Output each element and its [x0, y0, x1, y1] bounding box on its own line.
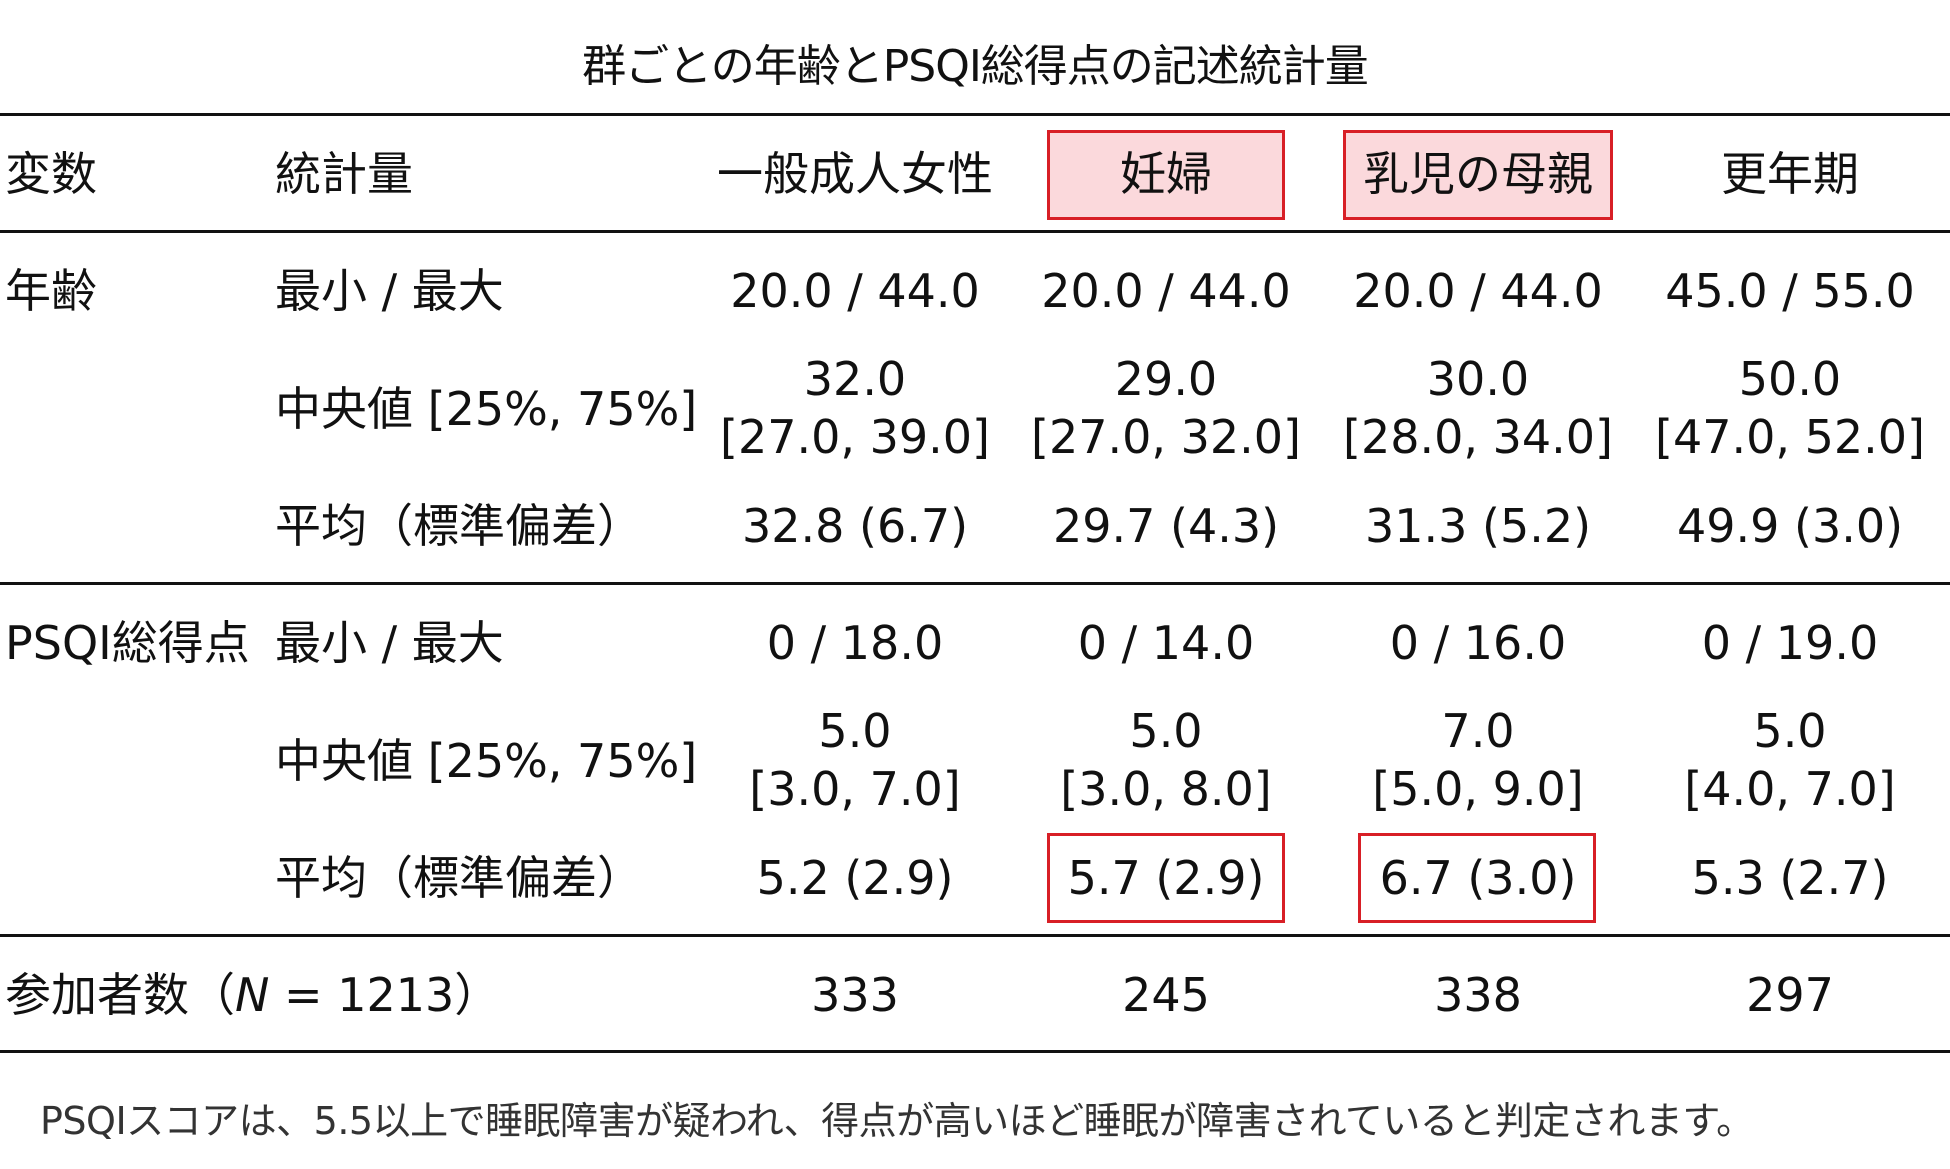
top-rule [0, 113, 1950, 116]
psqi-iqr-pregnant: [3.0, 8.0] [1060, 762, 1272, 816]
psqi-median-general: 5.0 [818, 704, 892, 758]
age-median-menopause: 50.0 [1738, 352, 1842, 406]
table-title: 群ごとの年齢とPSQI総得点の記述統計量 [582, 41, 1369, 92]
participants-general: 333 [811, 968, 899, 1022]
age-minmax-menopause: 45.0 / 55.0 [1665, 264, 1915, 318]
psqi-section-rule [0, 934, 1950, 937]
age-median-general: 32.0 [803, 352, 907, 406]
highlight-header-pregnant [1047, 130, 1285, 220]
participants-mothers: 338 [1434, 968, 1522, 1022]
participants-menopause: 297 [1746, 968, 1834, 1022]
psqi-minmax-mothers: 0 / 16.0 [1389, 616, 1567, 670]
header-group-mothers: 乳児の母親 [1363, 147, 1593, 201]
header-group-general: 一般成人女性 [717, 147, 993, 201]
psqi-mean-label: 平均（標準偏差） [275, 851, 643, 905]
psqi-mean-general: 5.2 (2.9) [756, 851, 954, 905]
header-stat: 統計量 [275, 147, 413, 201]
psqi-iqr-mothers: [5.0, 9.0] [1372, 762, 1584, 816]
age-iqr-general: [27.0, 39.0] [720, 410, 990, 464]
age-minmax-pregnant: 20.0 / 44.0 [1041, 264, 1291, 318]
psqi-minmax-pregnant: 0 / 14.0 [1077, 616, 1255, 670]
bottom-rule [0, 1050, 1950, 1053]
age-iqr-mothers: [28.0, 34.0] [1343, 410, 1613, 464]
age-section-rule [0, 582, 1950, 585]
age-mean-label: 平均（標準偏差） [275, 499, 643, 553]
participants-label: 参加者数（N = 1213） [5, 966, 500, 1024]
age-mean-menopause: 49.9 (3.0) [1676, 499, 1904, 553]
age-minmax-mothers: 20.0 / 44.0 [1353, 264, 1603, 318]
participants-label-n: N [235, 968, 270, 1022]
header-group-menopause: 更年期 [1721, 147, 1859, 201]
age-median-label: 中央値 [25%, 75%] [275, 382, 698, 436]
age-mean-mothers: 31.3 (5.2) [1364, 499, 1592, 553]
age-minmax-label: 最小 / 最大 [275, 264, 504, 318]
age-mean-general: 32.8 (6.7) [741, 499, 969, 553]
psqi-minmax-menopause: 0 / 19.0 [1701, 616, 1879, 670]
psqi-label: PSQI総得点 [5, 616, 250, 670]
highlight-psqi-mean-mothers [1358, 833, 1596, 923]
psqi-minmax-label: 最小 / 最大 [275, 616, 504, 670]
psqi-median-label: 中央値 [25%, 75%] [275, 734, 698, 788]
psqi-mean-mothers: 6.7 (3.0) [1379, 851, 1577, 905]
highlight-header-mothers [1343, 130, 1613, 220]
age-minmax-general: 20.0 / 44.0 [730, 264, 980, 318]
participants-label-suffix: = 1213） [269, 968, 501, 1022]
psqi-iqr-menopause: [4.0, 7.0] [1684, 762, 1896, 816]
psqi-median-pregnant: 5.0 [1129, 704, 1203, 758]
psqi-iqr-general: [3.0, 7.0] [749, 762, 961, 816]
age-mean-pregnant: 29.7 (4.3) [1052, 499, 1280, 553]
header-rule [0, 230, 1950, 233]
psqi-mean-menopause: 5.3 (2.7) [1691, 851, 1889, 905]
psqi-median-mothers: 7.0 [1441, 704, 1515, 758]
header-group-pregnant: 妊婦 [1120, 147, 1212, 201]
psqi-minmax-general: 0 / 18.0 [766, 616, 944, 670]
footnote: PSQIスコアは、5.5以上で睡眠障害が疑われ、得点が高いほど睡眠が障害されてい… [40, 1099, 1754, 1143]
header-variable: 変数 [5, 147, 97, 201]
age-median-mothers: 30.0 [1426, 352, 1530, 406]
psqi-mean-pregnant: 5.7 (2.9) [1067, 851, 1265, 905]
highlight-psqi-mean-pregnant [1047, 833, 1285, 923]
age-iqr-pregnant: [27.0, 32.0] [1031, 410, 1301, 464]
psqi-median-menopause: 5.0 [1753, 704, 1827, 758]
participants-pregnant: 245 [1122, 968, 1210, 1022]
participants-label-prefix: 参加者数（ [5, 968, 235, 1022]
age-iqr-menopause: [47.0, 52.0] [1655, 410, 1925, 464]
age-label: 年齢 [5, 264, 97, 318]
age-median-pregnant: 29.0 [1114, 352, 1218, 406]
